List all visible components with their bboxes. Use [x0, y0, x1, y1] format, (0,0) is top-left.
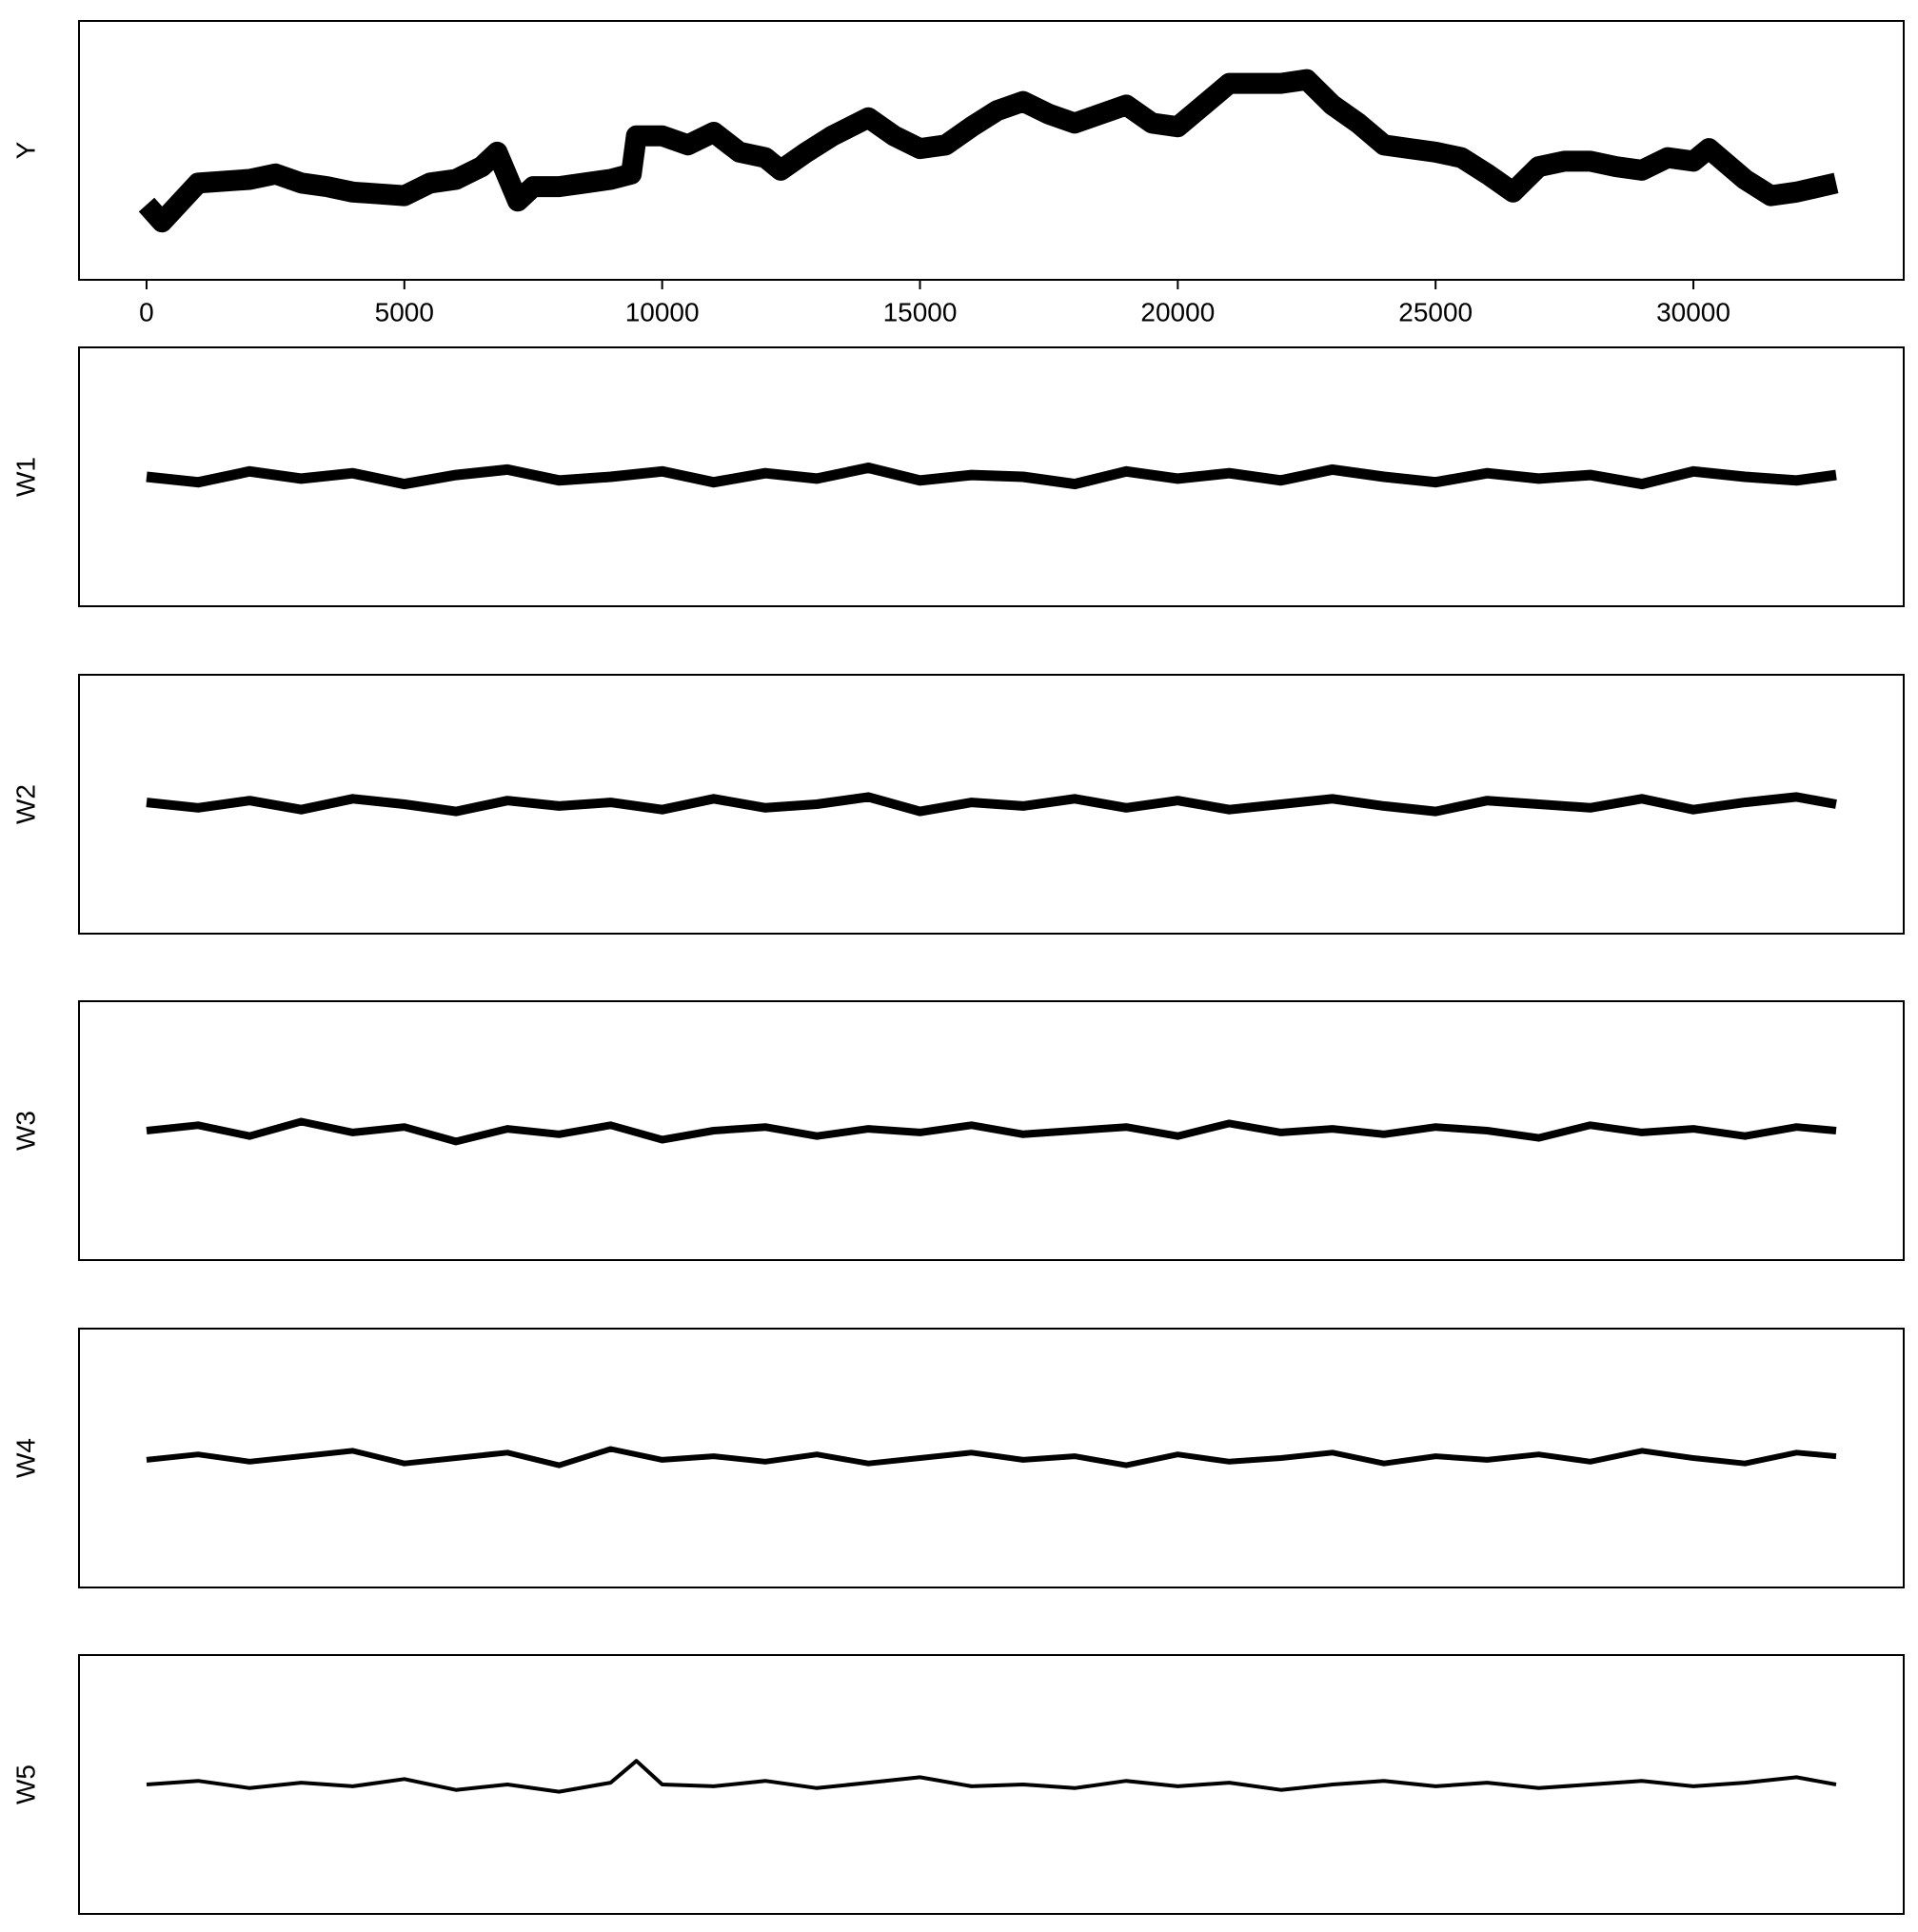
- x-tick-label: 25000: [1398, 297, 1473, 326]
- series-line: [138, 69, 1839, 233]
- x-tick-label: 0: [139, 297, 154, 326]
- series-line: [146, 792, 1837, 817]
- series-line: [146, 1759, 1837, 1794]
- y-axis-label: W2: [10, 784, 40, 824]
- series-line: [146, 1117, 1837, 1146]
- x-tick-label: 10000: [625, 297, 700, 326]
- x-tick-label: 15000: [883, 297, 958, 326]
- panel-frame: [78, 674, 1905, 935]
- panel-frame: [78, 1328, 1905, 1588]
- panel-frame: [78, 1654, 1905, 1915]
- series-line: [146, 1446, 1837, 1469]
- y-axis-label: W3: [10, 1111, 40, 1151]
- y-axis-label: W1: [10, 457, 40, 497]
- panel-frame: [78, 20, 1905, 281]
- panel-frame: [78, 346, 1905, 607]
- x-tick-label: 30000: [1656, 297, 1730, 326]
- x-tick-label: 5000: [375, 297, 434, 326]
- series-line: [146, 463, 1837, 490]
- y-axis-label: Y: [10, 141, 40, 159]
- panel-frame: [78, 1000, 1905, 1261]
- x-tick-label: 20000: [1140, 297, 1215, 326]
- y-axis-label: W5: [10, 1764, 40, 1804]
- y-axis-label: W4: [10, 1438, 40, 1478]
